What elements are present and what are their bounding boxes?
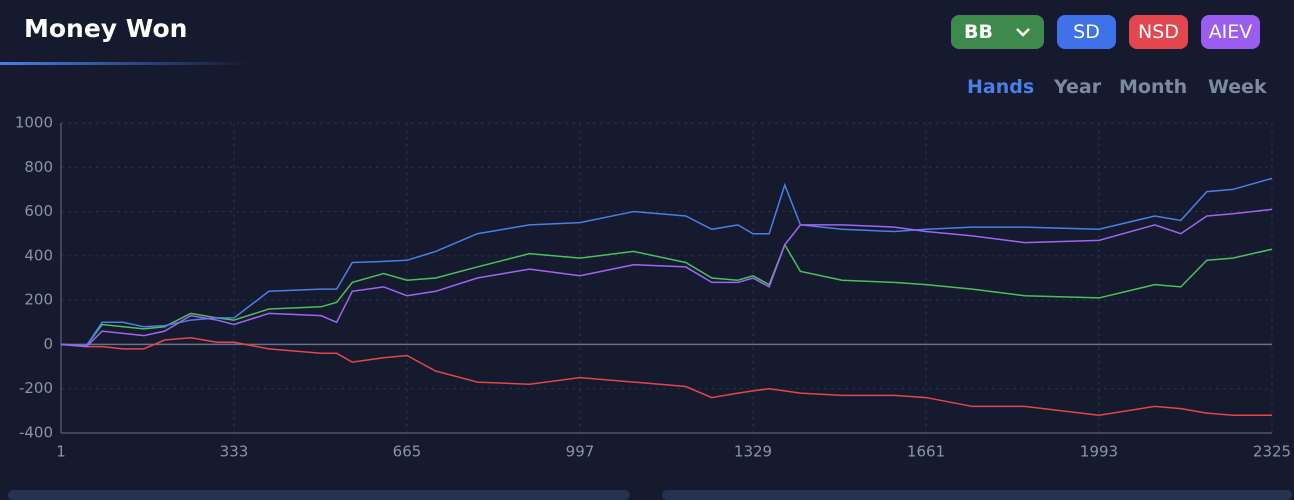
title: Money Won [24,14,188,43]
range-tab[interactable]: Month [1119,76,1188,98]
y-tick-label: 800 [24,158,53,176]
range-tab[interactable]: Year [1054,76,1102,98]
y-tick-label: 600 [24,202,53,220]
x-tick-label: 1661 [907,443,945,461]
y-tick-label: 400 [24,246,53,264]
series-line [60,337,1272,417]
series-toggle[interactable]: NSD [1129,15,1188,49]
x-tick-label: 1329 [734,443,772,461]
x-tick-label: 1993 [1080,443,1118,461]
range-tab[interactable]: Week [1208,76,1267,98]
range-tab[interactable]: Hands [967,76,1035,98]
title-underline [0,62,250,65]
x-tick-label: 997 [566,443,595,461]
x-tick-label: 665 [393,443,422,461]
panel-edge [662,490,1292,500]
y-tick-label: -400 [19,424,53,442]
series-toggle[interactable]: AIEV [1201,15,1260,49]
dropdown-label: BB [964,21,993,43]
series-line [60,177,1273,347]
y-tick-label: 200 [24,291,53,309]
x-tick-label: 333 [220,443,249,461]
chart: -400 -200 0 200 400 600 800 1000 1 333 665 997 1329 1… [15,114,1291,461]
y-tick-label: 1000 [15,114,53,132]
x-tick-label: 1 [56,443,66,461]
y-tick-label: -200 [19,379,53,397]
series-line [60,208,1273,348]
series-line [60,243,1273,347]
chevron [1016,28,1030,37]
panel-edge [8,490,630,500]
unit-dropdown[interactable]: BB [951,15,1044,49]
series-toggle[interactable]: SD [1057,15,1116,49]
y-tick-label: 0 [43,335,53,353]
x-tick-label: 2325 [1253,443,1291,461]
